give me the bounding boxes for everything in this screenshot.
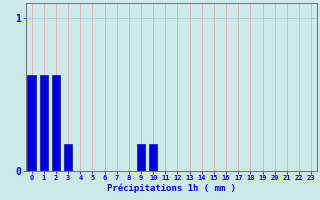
Bar — [149, 144, 157, 171]
Bar — [137, 144, 145, 171]
Bar — [64, 144, 72, 171]
Bar — [52, 75, 60, 171]
X-axis label: Précipitations 1h ( mm ): Précipitations 1h ( mm ) — [107, 184, 236, 193]
Bar — [28, 75, 36, 171]
Bar — [40, 75, 48, 171]
